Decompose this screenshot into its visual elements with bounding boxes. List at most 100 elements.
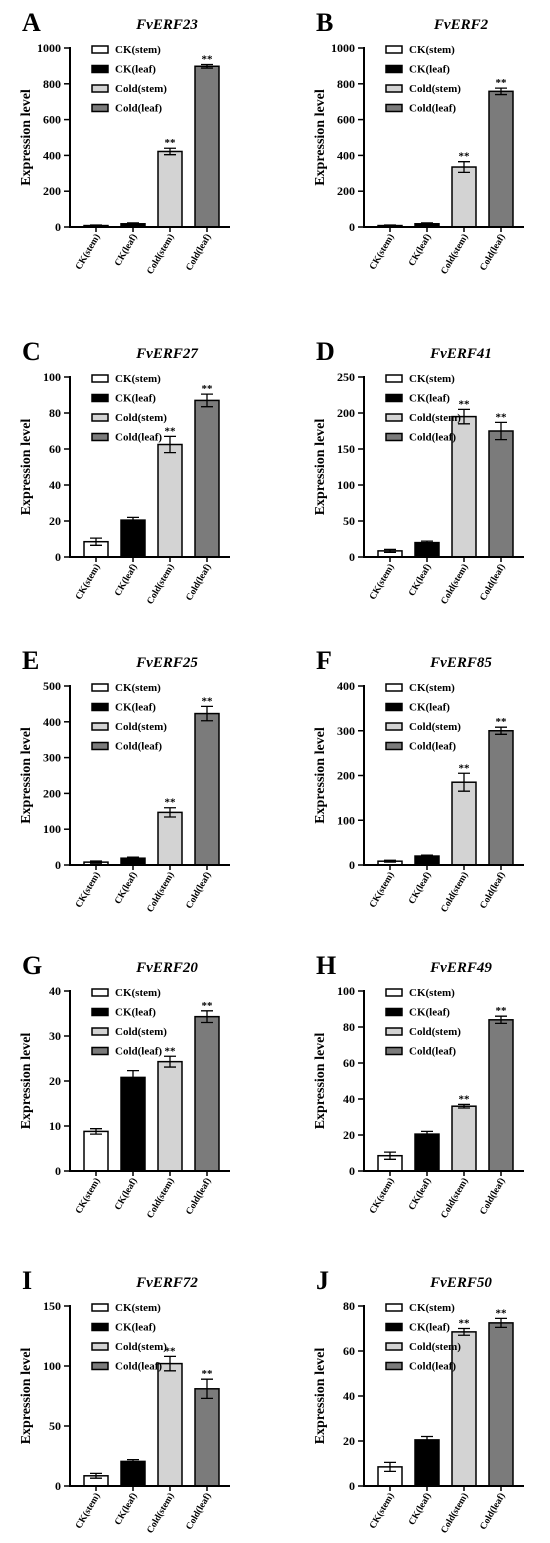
y-tick-label: 40 xyxy=(343,1389,355,1403)
x-tick-label: CK(stem) xyxy=(73,1176,102,1216)
x-tick-label: CK(leaf) xyxy=(406,232,433,268)
error-bar xyxy=(458,161,470,174)
x-tick-label: CK(stem) xyxy=(73,562,102,602)
significance-mark: ** xyxy=(202,383,214,395)
panel-letter: F xyxy=(316,646,332,675)
y-tick-label: 80 xyxy=(343,1299,355,1313)
legend: CK(stem) CK(leaf) Cold(stem) Cold(leaf) xyxy=(385,373,461,444)
significance-mark: ** xyxy=(165,797,177,809)
x-tick-label: CK(leaf) xyxy=(406,870,433,906)
y-tick-label: 600 xyxy=(43,113,61,127)
x-tick-label: CK(stem) xyxy=(367,870,396,910)
bar xyxy=(194,1388,220,1487)
bar xyxy=(414,541,440,558)
legend-label: Cold(leaf) xyxy=(409,1361,456,1373)
x-tick-label: CK(stem) xyxy=(73,232,102,272)
y-tick-label: 0 xyxy=(55,1164,61,1178)
bar xyxy=(414,1439,440,1487)
y-tick-label: 40 xyxy=(343,1092,355,1106)
legend-swatch xyxy=(91,741,109,751)
error-bar xyxy=(495,726,507,735)
error-bar xyxy=(90,224,102,227)
significance-mark: ** xyxy=(459,1318,471,1330)
legend-label: Cold(stem) xyxy=(409,83,461,95)
legend: CK(stem) CK(leaf) Cold(stem) Cold(leaf) xyxy=(385,987,461,1058)
y-tick-label: 800 xyxy=(337,77,355,91)
panel-letter: H xyxy=(316,951,336,980)
y-tick-label: 20 xyxy=(343,1128,355,1142)
significance-mark: ** xyxy=(165,137,177,149)
bar xyxy=(488,1322,514,1487)
legend: CK(stem) CK(leaf) Cold(stem) Cold(leaf) xyxy=(385,682,461,753)
y-tick-label: 500 xyxy=(43,679,61,693)
y-tick-label: 150 xyxy=(337,442,355,456)
legend-label: Cold(leaf) xyxy=(115,103,162,115)
legend-label: Cold(leaf) xyxy=(409,741,456,753)
bar xyxy=(194,712,220,866)
y-tick-label: 200 xyxy=(43,184,61,198)
x-tick-label: CK(leaf) xyxy=(112,870,139,906)
legend-swatch xyxy=(91,1027,109,1036)
y-tick-label: 300 xyxy=(337,724,355,738)
legend-swatch xyxy=(385,103,403,113)
legend-swatch xyxy=(385,413,403,422)
legend-label: Cold(stem) xyxy=(115,721,167,733)
x-tick-label: CK(leaf) xyxy=(406,1176,433,1212)
chart-title: FvERF49 xyxy=(429,960,492,976)
error-bar xyxy=(495,421,507,441)
x-tick-label: Cold(stem) xyxy=(145,562,177,606)
error-bar xyxy=(495,1015,507,1025)
legend-swatch xyxy=(91,988,109,997)
x-tick-label: Cold(leaf) xyxy=(184,1491,214,1532)
legend-label: Cold(leaf) xyxy=(115,1361,162,1373)
y-tick-label: 0 xyxy=(349,220,355,234)
y-tick-label: 0 xyxy=(55,858,61,872)
legend-swatch xyxy=(91,103,109,113)
error-bar xyxy=(127,1458,139,1464)
legend: CK(stem) CK(leaf) Cold(stem) Cold(leaf) xyxy=(385,44,461,115)
legend-label: Cold(stem) xyxy=(409,721,461,733)
significance-mark: ** xyxy=(459,398,471,410)
y-tick-label: 200 xyxy=(337,184,355,198)
y-tick-label: 40 xyxy=(49,984,61,998)
significance-mark: ** xyxy=(165,1045,177,1057)
error-bar xyxy=(127,1070,139,1085)
legend-label: CK(stem) xyxy=(115,44,161,56)
significance-mark: ** xyxy=(496,1005,508,1017)
y-tick-label: 30 xyxy=(49,1029,61,1043)
x-tick-label: Cold(stem) xyxy=(439,1491,471,1535)
legend-swatch xyxy=(385,1007,403,1017)
x-tick-label: Cold(stem) xyxy=(145,1491,177,1535)
bar xyxy=(120,1460,146,1487)
bar xyxy=(120,1076,146,1172)
y-axis-label: Expression level xyxy=(313,89,328,186)
bar xyxy=(414,1133,440,1172)
error-bar xyxy=(164,147,176,156)
x-tick-label: Cold(stem) xyxy=(145,1176,177,1220)
error-bar xyxy=(201,705,213,722)
legend-label: CK(stem) xyxy=(115,1302,161,1314)
bar xyxy=(157,1060,183,1172)
y-tick-label: 20 xyxy=(49,514,61,528)
y-tick-label: 400 xyxy=(43,715,61,729)
chart-panel-j: J FvERF50 Expression level CK(stem) CK(leaf)… xyxy=(313,1266,524,1535)
y-axis-label: Expression level xyxy=(313,1033,328,1130)
panel-letter: A xyxy=(22,8,41,37)
legend-label: Cold(leaf) xyxy=(115,741,162,753)
y-axis-label: Expression level xyxy=(19,419,34,516)
y-tick-label: 100 xyxy=(337,813,355,827)
y-axis-label: Expression level xyxy=(19,727,34,824)
legend-swatch xyxy=(385,1046,403,1056)
legend-label: CK(stem) xyxy=(115,987,161,999)
y-axis-label: Expression level xyxy=(19,89,34,186)
significance-mark: ** xyxy=(202,1000,214,1012)
y-tick-label: 60 xyxy=(49,442,61,456)
legend-swatch xyxy=(385,722,403,731)
error-bar xyxy=(458,1327,470,1336)
significance-mark: ** xyxy=(496,411,508,423)
legend-label: Cold(stem) xyxy=(409,1026,461,1038)
legend-label: Cold(leaf) xyxy=(409,432,456,444)
legend-swatch xyxy=(385,988,403,997)
chart-title: FvERF72 xyxy=(135,1275,198,1291)
error-bar xyxy=(384,224,396,227)
